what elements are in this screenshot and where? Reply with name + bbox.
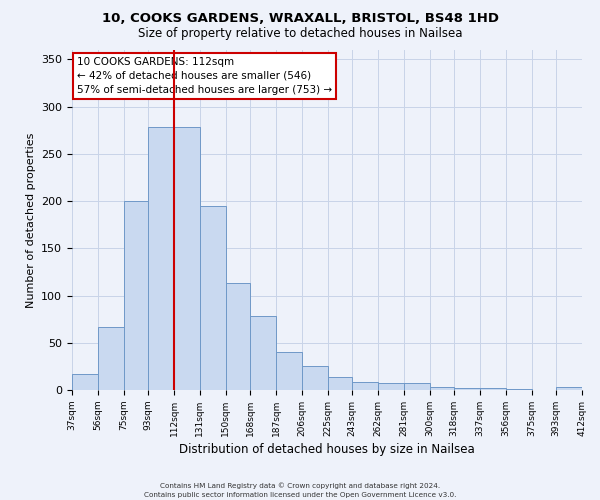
X-axis label: Distribution of detached houses by size in Nailsea: Distribution of detached houses by size … bbox=[179, 443, 475, 456]
Y-axis label: Number of detached properties: Number of detached properties bbox=[26, 132, 35, 308]
Text: 10, COOKS GARDENS, WRAXALL, BRISTOL, BS48 1HD: 10, COOKS GARDENS, WRAXALL, BRISTOL, BS4… bbox=[101, 12, 499, 26]
Text: Contains public sector information licensed under the Open Government Licence v3: Contains public sector information licen… bbox=[144, 492, 456, 498]
Text: Contains HM Land Registry data © Crown copyright and database right 2024.: Contains HM Land Registry data © Crown c… bbox=[160, 482, 440, 489]
Text: Size of property relative to detached houses in Nailsea: Size of property relative to detached ho… bbox=[138, 28, 462, 40]
Text: 10 COOKS GARDENS: 112sqm
← 42% of detached houses are smaller (546)
57% of semi-: 10 COOKS GARDENS: 112sqm ← 42% of detach… bbox=[77, 57, 332, 95]
